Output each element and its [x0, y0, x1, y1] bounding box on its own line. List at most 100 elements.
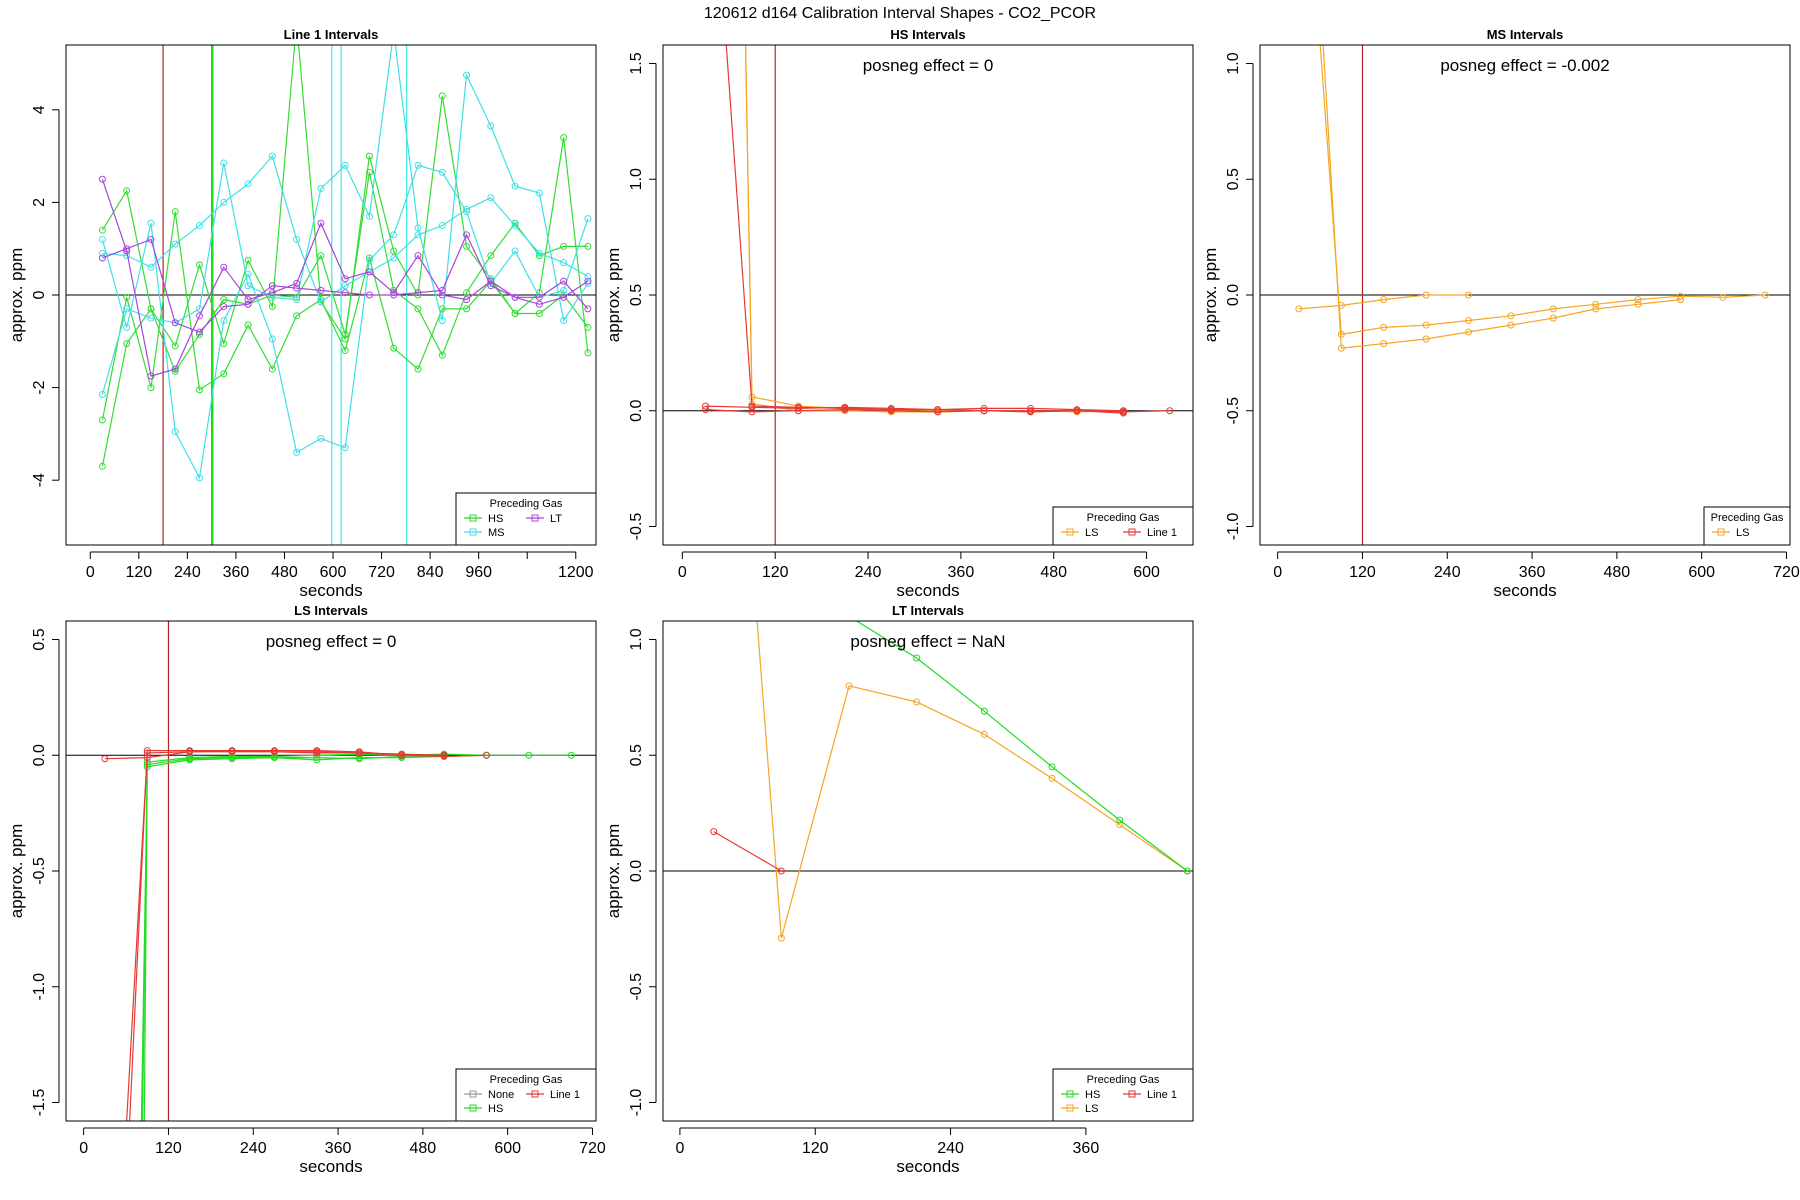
data-point [398, 751, 406, 759]
legend-entry: LT [526, 513, 562, 525]
data-point [268, 152, 276, 160]
data-point [584, 349, 592, 357]
panel-3: LS Intervals posneg effect = 0 0 120 240 360 4… [7, 603, 606, 1198]
data-point [1048, 774, 1056, 782]
data-point [511, 222, 519, 230]
legend-marker [1128, 528, 1136, 536]
series-line [705, 408, 1124, 414]
data-point [560, 259, 568, 267]
data-point [710, 828, 718, 836]
series-line [102, 154, 589, 303]
y-tick-label: -1.0 [31, 973, 48, 1001]
data-point [487, 282, 495, 290]
y-axis: -1.0 -0.5 0.0 0.5 1.0 approx. ppm [1201, 52, 1254, 540]
data-point [887, 404, 895, 412]
x-tick-label: 480 [271, 564, 298, 581]
series-line [1322, 45, 1681, 349]
data-point [196, 386, 204, 394]
series-line [101, 172, 588, 467]
data-point [487, 122, 495, 130]
data-point [390, 247, 398, 255]
posneg-annotation: posneg effect = 0 [863, 56, 994, 75]
data-point [313, 756, 321, 764]
data-point [390, 344, 398, 352]
series-line [102, 233, 589, 333]
y-tick-label: -0.5 [31, 857, 48, 885]
x-axis: 0 120 240 360 480 600 seconds [678, 551, 1160, 600]
x-axis-label: seconds [1493, 581, 1556, 600]
x-axis: 0 120 240 360 480 600 720 seconds [79, 1127, 606, 1176]
data-point [268, 293, 276, 301]
data-point [1464, 291, 1472, 299]
data-point [980, 707, 988, 715]
data-point [438, 286, 446, 294]
data-point [438, 222, 446, 230]
data-point [171, 342, 179, 350]
data-point [511, 182, 519, 190]
legend-entry: LS [1712, 527, 1749, 539]
data-point [147, 235, 155, 243]
data-point [365, 256, 373, 264]
x-tick-label: 480 [410, 1140, 437, 1157]
data-point [139, 1192, 145, 1198]
x-tick-label: 360 [223, 564, 250, 581]
x-axis-label: seconds [299, 581, 362, 600]
data-point [101, 755, 109, 763]
data-point [228, 747, 236, 755]
data-point [120, 1192, 126, 1198]
data-point [913, 698, 921, 706]
data-point [841, 406, 849, 414]
data-point [1422, 321, 1430, 329]
data-point [1761, 291, 1769, 299]
series-line [141, 753, 572, 1121]
data-point [1634, 300, 1642, 308]
data-point [390, 254, 398, 262]
data-point [525, 751, 533, 759]
data-point [98, 235, 106, 243]
data-point [220, 159, 228, 167]
data-point [777, 867, 785, 875]
y-tick-label: 1.5 [628, 52, 645, 74]
data-point [560, 134, 568, 142]
data-point [511, 293, 519, 301]
data-point [414, 291, 422, 299]
plot-area [663, 621, 1193, 942]
data-point [341, 444, 349, 452]
panel-title: Line 1 Intervals [284, 27, 379, 42]
legend-label: None [488, 1089, 514, 1101]
posneg-annotation: posneg effect = -0.002 [1440, 56, 1609, 75]
data-point [1676, 292, 1684, 300]
legend-label: HS [1085, 1089, 1100, 1101]
x-tick-label: 600 [1688, 564, 1715, 581]
legend-marker [1128, 1090, 1136, 1098]
data-point [1719, 293, 1727, 301]
legend-marker [531, 514, 539, 522]
data-point [487, 194, 495, 202]
series-line [855, 621, 1188, 872]
plot-area [1260, 45, 1790, 545]
data-point [1380, 296, 1388, 304]
y-tick-label: 0.5 [628, 284, 645, 306]
data-point [980, 407, 988, 415]
panel-title: MS Intervals [1487, 27, 1564, 42]
data-point [293, 448, 301, 456]
data-point [341, 289, 349, 297]
data-point [1464, 328, 1472, 336]
data-point [270, 748, 278, 756]
legend-marker [1066, 1090, 1074, 1098]
data-point [414, 305, 422, 313]
x-tick-label: 120 [125, 564, 152, 581]
data-point [196, 474, 204, 482]
legend-entry: HS [1061, 1089, 1100, 1101]
data-point [1116, 816, 1124, 824]
data-point [341, 330, 349, 338]
data-point [123, 305, 131, 313]
series-line [101, 211, 589, 421]
legend-marker [1066, 528, 1074, 536]
data-point [294, 19, 300, 25]
data-point [98, 249, 106, 257]
data-point [913, 654, 921, 662]
y-tick-label: -1.0 [628, 1089, 645, 1117]
x-tick-label: 240 [937, 1140, 964, 1157]
